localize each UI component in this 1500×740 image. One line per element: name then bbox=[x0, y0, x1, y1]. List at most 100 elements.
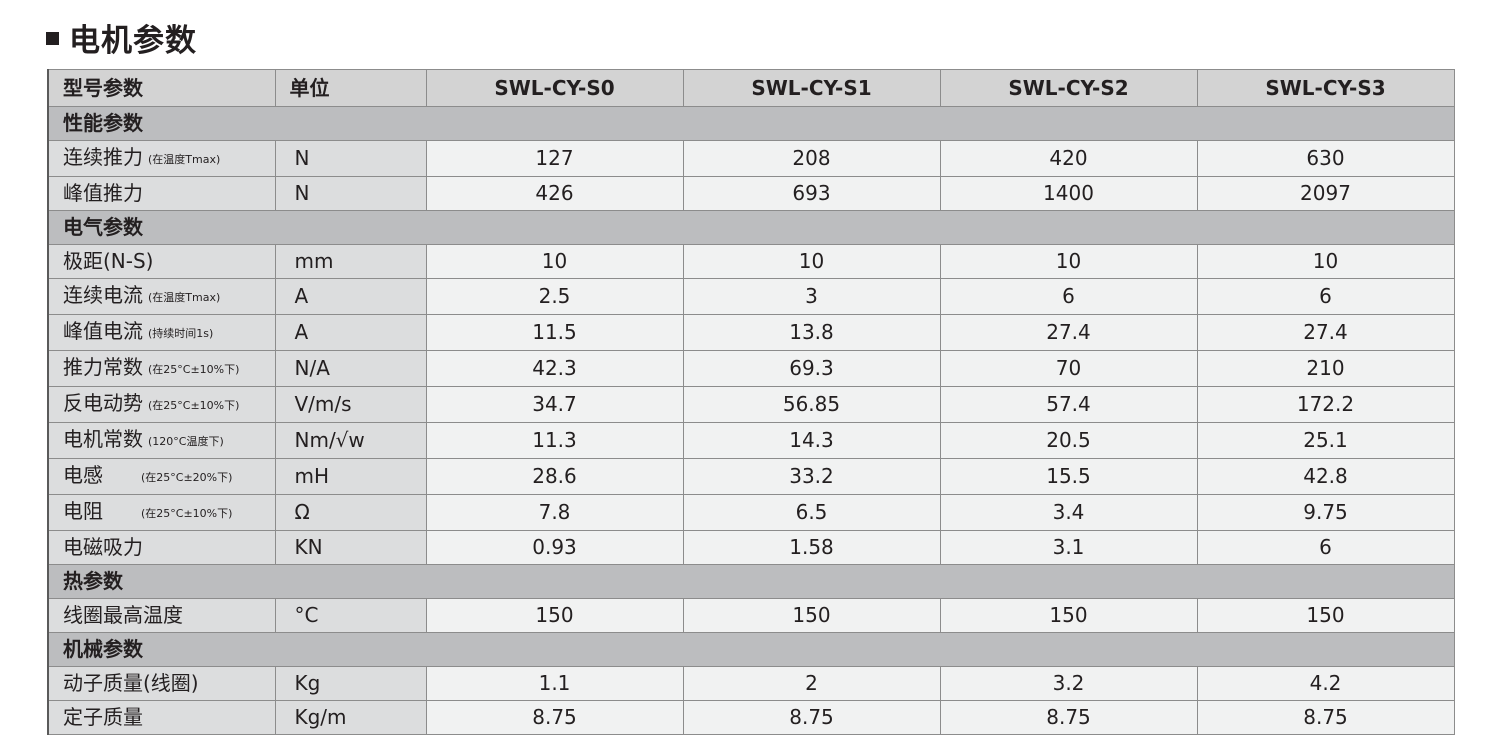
value-cell: 25.1 bbox=[1196, 422, 1455, 459]
param-label: 电机常数 bbox=[63, 427, 143, 451]
header-model: SWL-CY-S2 bbox=[939, 69, 1198, 107]
param-note: (在25°C±10%下) bbox=[148, 399, 240, 412]
unit-cell: Nm/√w bbox=[274, 422, 427, 459]
value-cell: 172.2 bbox=[1196, 386, 1455, 423]
value-cell: 150 bbox=[1196, 598, 1455, 633]
table-row: 定子质量 Kg/m 8.75 8.75 8.75 8.75 bbox=[47, 700, 1455, 735]
value-cell: 1.58 bbox=[682, 530, 941, 565]
unit-cell: mm bbox=[274, 244, 427, 279]
unit-cell: Kg bbox=[274, 666, 427, 701]
unit-cell: Kg/m bbox=[274, 700, 427, 735]
param-cell: 电磁吸力 bbox=[47, 530, 276, 565]
param-cell: 极距(N-S) bbox=[47, 244, 276, 279]
unit-cell: N bbox=[274, 176, 427, 211]
table-row: 连续推力 (在温度Tmax) N 127 208 420 630 bbox=[47, 140, 1455, 177]
param-cell: 峰值推力 bbox=[47, 176, 276, 211]
value-cell: 7.8 bbox=[425, 494, 684, 531]
param-cell: 峰值电流 (持续时间1s) bbox=[47, 314, 276, 351]
value-cell: 1.1 bbox=[425, 666, 684, 701]
table-row: 极距(N-S) mm 10 10 10 10 bbox=[47, 244, 1455, 279]
value-cell: 3 bbox=[682, 278, 941, 315]
value-cell: 42.8 bbox=[1196, 458, 1455, 495]
value-cell: 42.3 bbox=[425, 350, 684, 387]
section-row: 性能参数 bbox=[47, 106, 1455, 141]
value-cell: 27.4 bbox=[939, 314, 1198, 351]
value-cell: 20.5 bbox=[939, 422, 1198, 459]
section-title: 机械参数 bbox=[47, 632, 1455, 667]
param-cell: 电阻 (在25°C±10%下) bbox=[47, 494, 276, 531]
param-label: 峰值电流 bbox=[63, 319, 143, 343]
value-cell: 11.3 bbox=[425, 422, 684, 459]
value-cell: 6 bbox=[939, 278, 1198, 315]
title-square-bullet-icon bbox=[46, 31, 59, 45]
table-header-row: 型号参数 单位 SWL-CY-S0 SWL-CY-S1 SWL-CY-S2 SW… bbox=[47, 69, 1455, 107]
value-cell: 8.75 bbox=[682, 700, 941, 735]
param-cell: 电机常数 (120°C温度下) bbox=[47, 422, 276, 459]
value-cell: 28.6 bbox=[425, 458, 684, 495]
table-row: 连续电流 (在温度Tmax) A 2.5 3 6 6 bbox=[47, 278, 1455, 315]
param-label: 峰值推力 bbox=[63, 181, 143, 205]
value-cell: 210 bbox=[1196, 350, 1455, 387]
page-title-block: 电机参数 bbox=[46, 14, 197, 60]
value-cell: 8.75 bbox=[1196, 700, 1455, 735]
header-model: SWL-CY-S0 bbox=[425, 69, 684, 107]
value-cell: 27.4 bbox=[1196, 314, 1455, 351]
table-row: 推力常数 (在25°C±10%下) N/A 42.3 69.3 70 210 bbox=[47, 350, 1455, 387]
table-row: 电磁吸力 KN 0.93 1.58 3.1 6 bbox=[47, 530, 1455, 565]
value-cell: 6 bbox=[1196, 278, 1455, 315]
value-cell: 6 bbox=[1196, 530, 1455, 565]
unit-cell: A bbox=[274, 314, 427, 351]
table-row: 电感 (在25°C±20%下) mH 28.6 33.2 15.5 42.8 bbox=[47, 458, 1455, 495]
param-label: 线圈最高温度 bbox=[63, 603, 183, 627]
param-note: (在温度Tmax) bbox=[148, 291, 221, 304]
value-cell: 3.4 bbox=[939, 494, 1198, 531]
motor-parameters-table: 型号参数 单位 SWL-CY-S0 SWL-CY-S1 SWL-CY-S2 SW… bbox=[47, 69, 1455, 735]
param-cell: 反电动势 (在25°C±10%下) bbox=[47, 386, 276, 423]
param-label: 极距(N-S) bbox=[63, 249, 154, 273]
param-cell: 定子质量 bbox=[47, 700, 276, 735]
value-cell: 69.3 bbox=[682, 350, 941, 387]
value-cell: 1400 bbox=[939, 176, 1198, 211]
param-note: (在25°C±10%下) bbox=[148, 363, 240, 376]
param-label: 电阻 bbox=[63, 499, 103, 523]
section-title: 电气参数 bbox=[47, 210, 1455, 245]
value-cell: 10 bbox=[425, 244, 684, 279]
unit-cell: N bbox=[274, 140, 427, 177]
value-cell: 208 bbox=[682, 140, 941, 177]
param-cell: 推力常数 (在25°C±10%下) bbox=[47, 350, 276, 387]
param-label: 定子质量 bbox=[63, 705, 143, 729]
param-label: 连续推力 bbox=[63, 145, 143, 169]
value-cell: 2097 bbox=[1196, 176, 1455, 211]
value-cell: 57.4 bbox=[939, 386, 1198, 423]
unit-cell: KN bbox=[274, 530, 427, 565]
unit-cell: A bbox=[274, 278, 427, 315]
value-cell: 426 bbox=[425, 176, 684, 211]
value-cell: 34.7 bbox=[425, 386, 684, 423]
param-note: (120°C温度下) bbox=[148, 435, 224, 448]
value-cell: 10 bbox=[1196, 244, 1455, 279]
header-param: 型号参数 bbox=[47, 69, 276, 107]
param-note: (持续时间1s) bbox=[148, 327, 214, 340]
section-row: 机械参数 bbox=[47, 632, 1455, 667]
param-note: (在25°C±20%下) bbox=[141, 471, 233, 484]
value-cell: 70 bbox=[939, 350, 1198, 387]
value-cell: 420 bbox=[939, 140, 1198, 177]
param-label: 推力常数 bbox=[63, 355, 143, 379]
param-note: (在25°C±10%下) bbox=[141, 507, 233, 520]
header-model: SWL-CY-S1 bbox=[682, 69, 941, 107]
value-cell: 11.5 bbox=[425, 314, 684, 351]
unit-cell: mH bbox=[274, 458, 427, 495]
table-row: 动子质量(线圈) Kg 1.1 2 3.2 4.2 bbox=[47, 666, 1455, 701]
param-label: 反电动势 bbox=[63, 391, 143, 415]
section-row: 热参数 bbox=[47, 564, 1455, 599]
param-label: 连续电流 bbox=[63, 283, 143, 307]
unit-cell: °C bbox=[274, 598, 427, 633]
table-row: 峰值电流 (持续时间1s) A 11.5 13.8 27.4 27.4 bbox=[47, 314, 1455, 351]
section-title: 热参数 bbox=[47, 564, 1455, 599]
value-cell: 33.2 bbox=[682, 458, 941, 495]
value-cell: 3.1 bbox=[939, 530, 1198, 565]
value-cell: 150 bbox=[682, 598, 941, 633]
table-row: 电阻 (在25°C±10%下) Ω 7.8 6.5 3.4 9.75 bbox=[47, 494, 1455, 531]
value-cell: 693 bbox=[682, 176, 941, 211]
value-cell: 56.85 bbox=[682, 386, 941, 423]
